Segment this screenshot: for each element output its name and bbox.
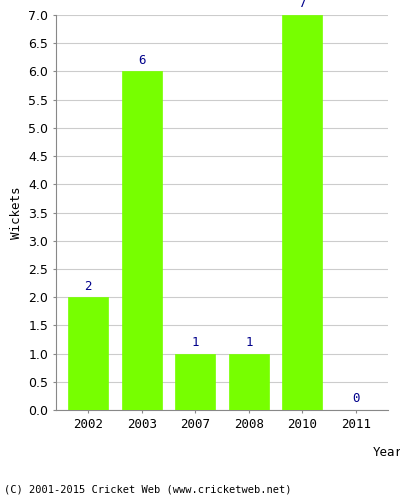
Text: (C) 2001-2015 Cricket Web (www.cricketweb.net): (C) 2001-2015 Cricket Web (www.cricketwe… xyxy=(4,485,292,495)
Text: 1: 1 xyxy=(192,336,199,349)
Y-axis label: Wickets: Wickets xyxy=(10,186,23,239)
Bar xyxy=(175,354,215,410)
Text: 6: 6 xyxy=(138,54,146,67)
Text: 7: 7 xyxy=(298,0,306,10)
Bar xyxy=(229,354,269,410)
Bar xyxy=(68,297,108,410)
X-axis label: Year: Year xyxy=(373,446,400,458)
Bar xyxy=(122,72,162,410)
Text: 1: 1 xyxy=(245,336,252,349)
Text: 2: 2 xyxy=(84,280,92,292)
Bar xyxy=(282,15,322,410)
Text: 0: 0 xyxy=(352,392,360,406)
